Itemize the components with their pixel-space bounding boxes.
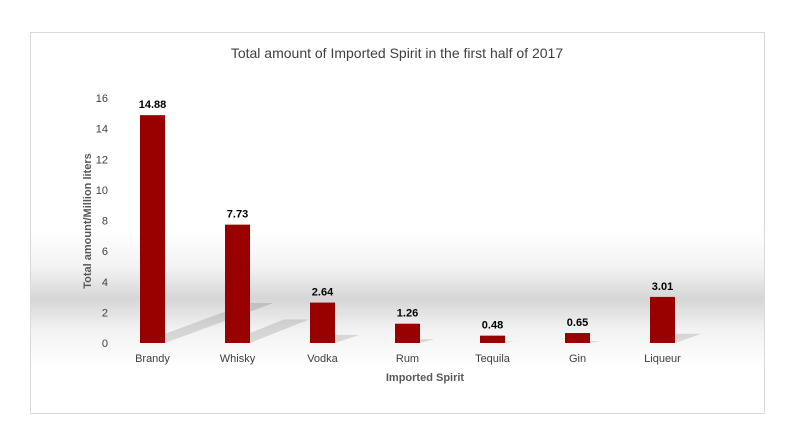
data-label: 0.48 xyxy=(482,320,503,332)
x-category-label: Rum xyxy=(396,353,419,365)
bars-group xyxy=(140,115,675,344)
data-label: 1.26 xyxy=(397,308,418,320)
x-axis-categories: Brandy Whisky Vodka Rum Tequila Gin Liqueur xyxy=(135,353,681,365)
bar xyxy=(225,224,250,343)
bar xyxy=(310,302,335,343)
y-tick-label: 2 xyxy=(102,307,108,319)
y-tick-label: 0 xyxy=(102,338,108,350)
y-tick-label: 14 xyxy=(96,124,108,136)
x-category-label: Brandy xyxy=(135,353,170,365)
data-label: 7.73 xyxy=(227,209,248,221)
y-tick-label: 8 xyxy=(102,216,108,228)
y-tick-label: 10 xyxy=(96,185,108,197)
y-tick-label: 6 xyxy=(102,246,108,258)
x-category-label: Tequila xyxy=(475,353,511,365)
bar xyxy=(140,115,165,344)
x-category-label: Whisky xyxy=(220,353,256,365)
bar xyxy=(395,323,420,343)
bar xyxy=(650,296,675,343)
data-label: 3.01 xyxy=(652,281,673,293)
data-labels: 14.88 7.73 2.64 1.26 0.48 0.65 3.01 xyxy=(139,99,673,332)
bar xyxy=(480,335,505,343)
y-axis-ticks: 0 2 4 6 8 10 12 14 16 xyxy=(96,93,108,350)
data-label: 0.65 xyxy=(567,317,588,329)
data-label: 2.64 xyxy=(312,287,334,299)
x-axis-title: Imported Spirit xyxy=(386,372,465,384)
data-label: 14.88 xyxy=(139,99,167,111)
y-tick-label: 4 xyxy=(102,277,108,289)
y-axis-title: Total amount/Million liters xyxy=(82,153,94,288)
x-category-label: Liqueur xyxy=(644,353,681,365)
chart-title: Total amount of Imported Spirit in the f… xyxy=(231,45,564,61)
bar-shadows xyxy=(140,303,702,343)
x-category-label: Vodka xyxy=(307,353,338,365)
y-tick-label: 12 xyxy=(96,154,108,166)
y-tick-label: 16 xyxy=(96,93,108,105)
bar xyxy=(565,333,590,343)
x-category-label: Gin xyxy=(569,353,586,365)
